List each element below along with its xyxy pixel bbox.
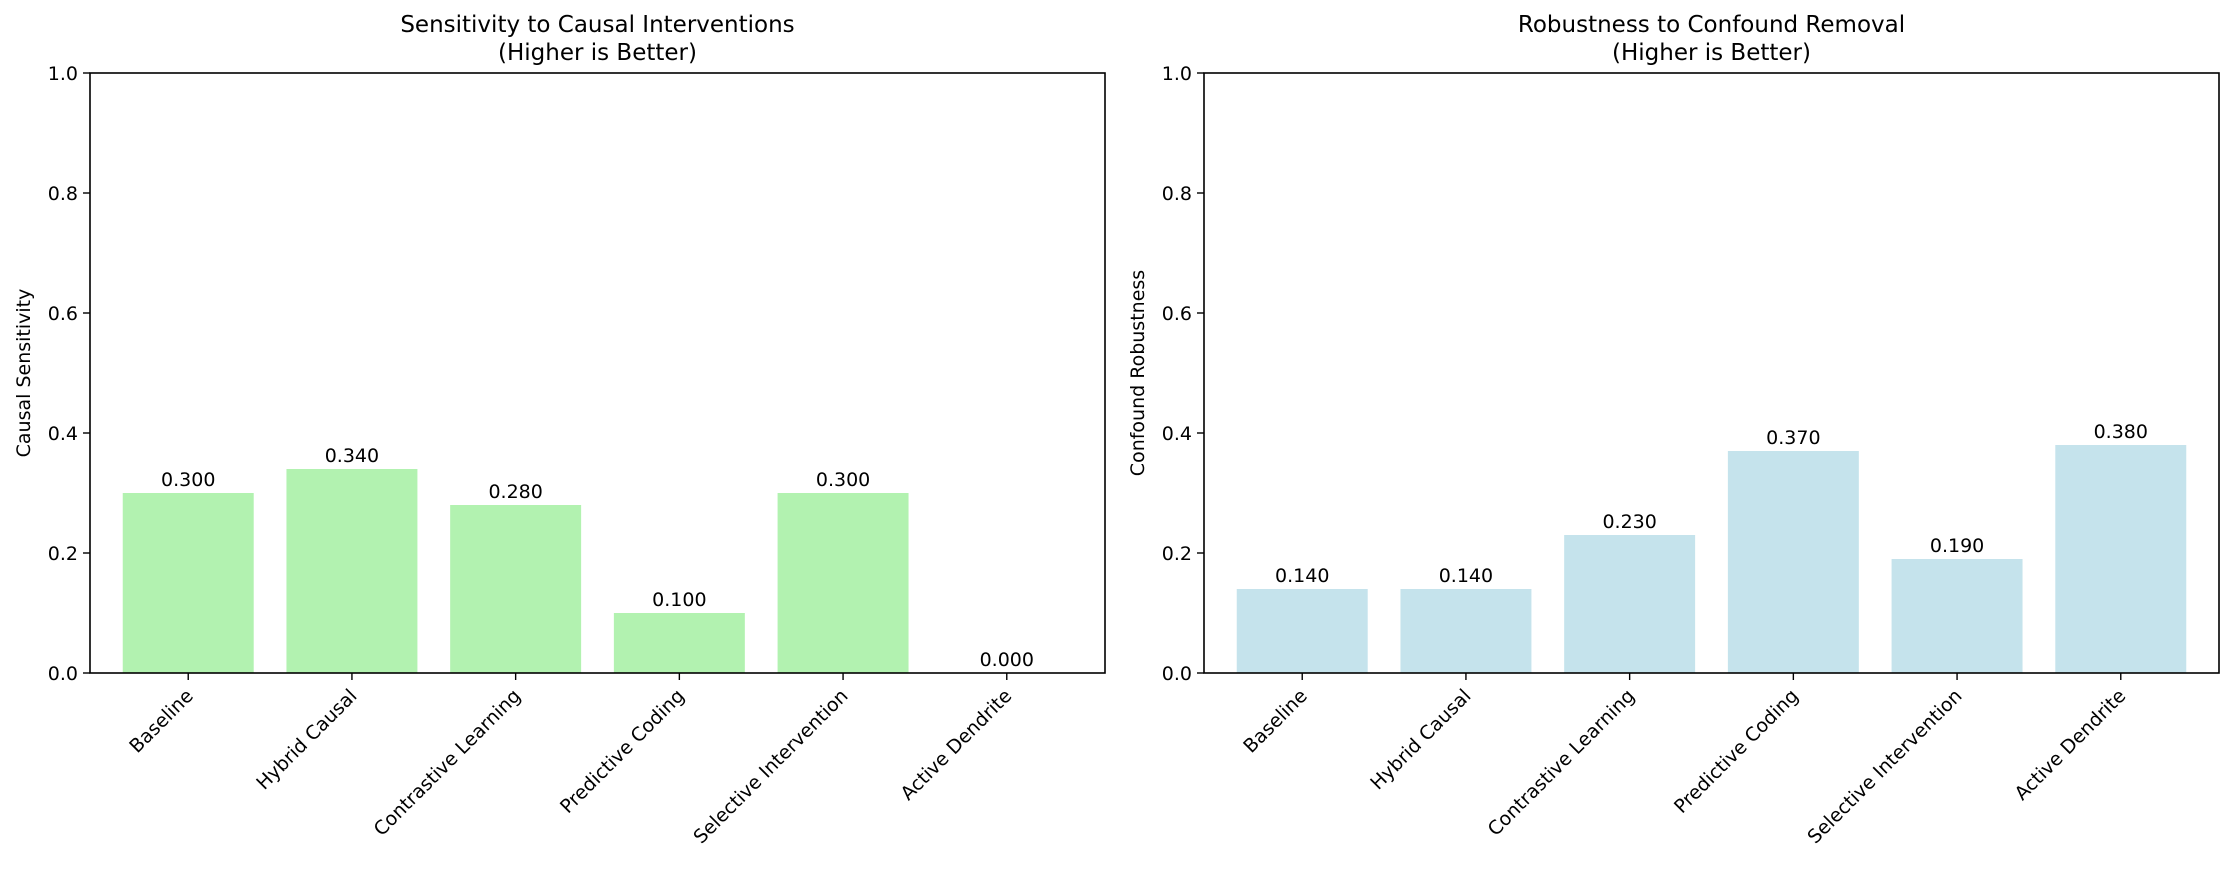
chart-title: Robustness to Confound Removal (Higher is… (1518, 12, 1905, 66)
bar-value-label: 0.280 (488, 481, 542, 503)
y-axis-label: Causal Sensitivity (13, 289, 35, 458)
y-tick-label: 0.2 (48, 543, 78, 565)
x-tick-label: Predictive Coding (1670, 685, 1803, 818)
bar-value-label: 0.100 (652, 589, 706, 611)
y-tick-label: 0.0 (48, 663, 78, 685)
bar (1236, 589, 1368, 673)
y-tick-label: 0.8 (1162, 183, 1192, 205)
bar (1564, 535, 1696, 673)
bar (613, 613, 745, 673)
y-tick-label: 0.8 (48, 183, 78, 205)
bar-value-label: 0.230 (1602, 511, 1656, 533)
bar (1891, 559, 2023, 673)
bar-value-label: 0.380 (2094, 421, 2148, 443)
chart-panel-2: 0.140 0.140 0.230 0.370 0.190 0.380 0.0 0.2 0.4 0… (1127, 12, 2220, 848)
chart-title: Sensitivity to Causal Interventions (High… (400, 12, 794, 66)
y-tick-label: 1.0 (48, 63, 78, 85)
y-tick-label: 1.0 (1162, 63, 1192, 85)
bar-value-label: 0.140 (1275, 565, 1329, 587)
bar-value-label: 0.300 (816, 469, 870, 491)
bar (777, 493, 909, 673)
x-tick-label: Selective Intervention (689, 685, 852, 848)
x-tick-label: Contrastive Learning (370, 685, 526, 841)
bar-value-label: 0.340 (325, 445, 379, 467)
bar (1400, 589, 1532, 673)
x-tick-label: Baseline (125, 685, 198, 758)
y-tick-label: 0.6 (1162, 303, 1192, 325)
x-tick-label: Active Dendrite (896, 685, 1016, 805)
bar-value-label: 0.190 (1930, 535, 1984, 557)
y-tick-label: 0.0 (1162, 663, 1192, 685)
x-tick-label: Predictive Coding (556, 685, 689, 818)
x-tick-label: Active Dendrite (2010, 685, 2130, 805)
chart-panel-1: 0.300 0.340 0.280 0.100 0.300 0.000 0.0 0.2 0.4 0… (13, 12, 1106, 848)
y-tick-label: 0.6 (48, 303, 78, 325)
bar (450, 505, 582, 673)
bar-value-label: 0.140 (1439, 565, 1493, 587)
x-tick-label: Hybrid Causal (252, 685, 361, 794)
axes-frame (89, 72, 1106, 674)
x-tick-label: Selective Intervention (1803, 685, 1966, 848)
x-tick-label: Hybrid Causal (1366, 685, 1475, 794)
y-tick-label: 0.4 (48, 423, 78, 445)
y-tick-label: 0.2 (1162, 543, 1192, 565)
x-tick-label: Baseline (1239, 685, 1312, 758)
bar-value-label: 0.370 (1766, 427, 1820, 449)
bar (286, 469, 418, 673)
y-tick-label: 0.4 (1162, 423, 1192, 445)
y-axis-label: Confound Robustness (1127, 270, 1149, 476)
bar (122, 493, 254, 673)
bar (1727, 451, 1859, 673)
x-tick-label: Contrastive Learning (1484, 685, 1640, 841)
bar-value-label: 0.300 (161, 469, 215, 491)
bar-value-label: 0.000 (980, 649, 1034, 671)
axes-frame (1203, 72, 2220, 674)
bar (2055, 445, 2187, 673)
